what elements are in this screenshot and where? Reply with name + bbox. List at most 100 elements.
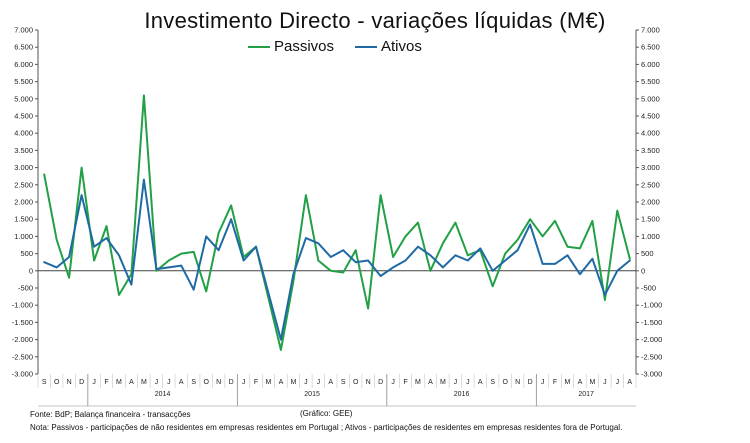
category-label: J [603, 379, 607, 386]
y-tick-label-left: 4.500 [14, 112, 33, 121]
category-label: S [191, 379, 196, 386]
y-tick-label-left: 3.000 [14, 163, 33, 172]
y-tick-label-left: 6.500 [14, 43, 33, 52]
category-label: F [553, 379, 557, 386]
y-tick-label-right: -2.500 [641, 352, 662, 361]
year-label: 2014 [155, 391, 171, 398]
y-tick-label-right: 4.000 [641, 129, 660, 138]
category-label: A [129, 379, 134, 386]
category-label: M [589, 379, 595, 386]
category-label: A [279, 379, 284, 386]
y-tick-label-left: 4.000 [14, 129, 33, 138]
category-label: J [167, 379, 171, 386]
category-label: D [528, 379, 533, 386]
category-label: A [428, 379, 433, 386]
year-label: 2016 [454, 391, 470, 398]
category-label: D [229, 379, 234, 386]
legend-item-passivos: Passivos [248, 38, 334, 55]
category-label: N [515, 379, 520, 386]
y-tick-label-right: -3.000 [641, 370, 662, 379]
legend-item-ativos: Ativos [355, 38, 422, 55]
y-tick-label-left: -2.000 [12, 335, 33, 344]
category-label: F [254, 379, 258, 386]
category-label: O [203, 379, 209, 386]
y-tick-label-right: 6.500 [641, 43, 660, 52]
y-tick-label-right: 4.500 [641, 112, 660, 121]
y-tick-label-left: 5.500 [14, 77, 33, 86]
category-label: J [454, 379, 458, 386]
y-tick-label-right: 3.500 [641, 146, 660, 155]
y-tick-label-left: -3.000 [12, 370, 33, 379]
y-tick-label-right: -2.000 [641, 335, 662, 344]
y-tick-label-left: -1.000 [12, 301, 33, 310]
category-label: J [317, 379, 321, 386]
legend-swatch-passivos [248, 45, 270, 48]
category-label: J [391, 379, 395, 386]
y-tick-label-right: 2.000 [641, 198, 660, 207]
y-tick-label-left: 7.000 [14, 26, 33, 35]
category-label: J [616, 379, 620, 386]
category-label: J [541, 379, 545, 386]
y-tick-label-left: 2.000 [14, 198, 33, 207]
category-label: J [92, 379, 96, 386]
y-tick-label-right: -1.500 [641, 318, 662, 327]
y-tick-label-right: -500 [641, 284, 656, 293]
y-tick-label-right: 6.000 [641, 60, 660, 69]
note-text: Nota: Passivos - participações de não re… [30, 423, 623, 432]
category-label: S [490, 379, 495, 386]
y-tick-label-left: 500 [20, 249, 33, 258]
category-label: O [54, 379, 60, 386]
category-label: M [565, 379, 571, 386]
category-label: S [341, 379, 346, 386]
y-tick-label-left: 1.000 [14, 232, 33, 241]
series-line-passivos [43, 94, 631, 351]
category-label: S [42, 379, 47, 386]
category-label: J [304, 379, 308, 386]
category-label: F [104, 379, 108, 386]
category-label: O [353, 379, 359, 386]
series-line-ativos [43, 178, 631, 341]
y-tick-label-right: 1.000 [641, 232, 660, 241]
category-label: M [440, 379, 446, 386]
y-tick-label-left: -500 [18, 284, 33, 293]
credit-text: (Gráfico: GEE) [300, 409, 353, 418]
category-label: A [328, 379, 333, 386]
y-tick-label-left: 5.000 [14, 94, 33, 103]
source-text: Fonte: BdP; Balança financeira - transac… [30, 410, 191, 419]
y-tick-label-right: -1.000 [641, 301, 662, 310]
category-label: M [415, 379, 421, 386]
y-tick-label-right: 7.000 [641, 26, 660, 35]
category-label: M [290, 379, 296, 386]
category-label: M [141, 379, 147, 386]
y-tick-label-right: 500 [641, 249, 654, 258]
year-label: 2017 [578, 391, 594, 398]
y-tick-label-left: 1.500 [14, 215, 33, 224]
category-label: N [216, 379, 221, 386]
category-label: A [578, 379, 583, 386]
category-label: J [242, 379, 246, 386]
y-tick-label-left: 2.500 [14, 180, 33, 189]
y-tick-label-left: 3.500 [14, 146, 33, 155]
y-tick-label-right: 5.000 [641, 94, 660, 103]
category-label: N [366, 379, 371, 386]
legend-label-ativos: Ativos [381, 38, 422, 55]
legend-label-passivos: Passivos [274, 38, 335, 55]
category-label: A [627, 379, 632, 386]
y-tick-label-right: 5.500 [641, 77, 660, 86]
category-label: J [466, 379, 470, 386]
category-label: O [502, 379, 508, 386]
y-tick-label-right: 0 [641, 266, 645, 275]
category-label: F [403, 379, 407, 386]
category-label: M [266, 379, 272, 386]
category-label: A [179, 379, 184, 386]
y-tick-label-right: 1.500 [641, 215, 660, 224]
category-label: N [67, 379, 72, 386]
y-tick-label-left: -2.500 [12, 352, 33, 361]
category-label: M [116, 379, 122, 386]
y-tick-label-right: 2.500 [641, 180, 660, 189]
y-tick-label-left: 6.000 [14, 60, 33, 69]
category-label: D [79, 379, 84, 386]
y-tick-label-left: -1.500 [12, 318, 33, 327]
